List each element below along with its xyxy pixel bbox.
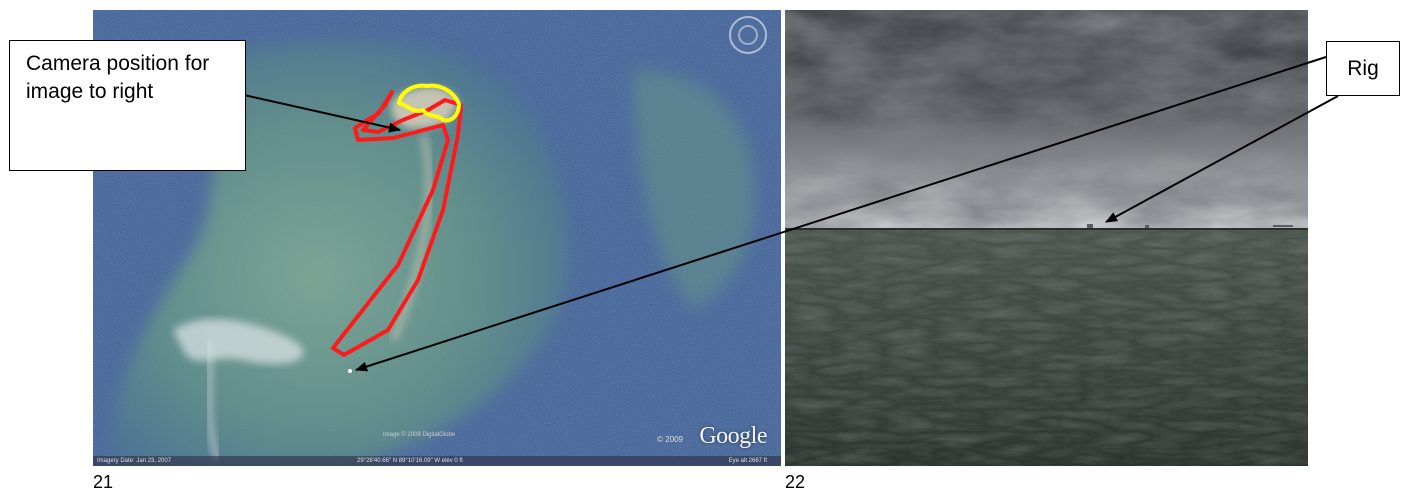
imagery-date: Imagery Date: Jan 23, 2007 xyxy=(97,458,172,464)
rig-callout: Rig xyxy=(1326,41,1400,96)
logo-year: © 2009 xyxy=(657,435,683,444)
camera-position-callout: Camera position for image to right xyxy=(9,40,246,171)
google-logo: Google xyxy=(699,423,767,449)
compass-icon[interactable] xyxy=(729,16,767,54)
figure-number-right: 22 xyxy=(785,472,806,492)
seascape-photo xyxy=(785,10,1308,466)
eye-altitude: Eye alt 2667 ft xyxy=(728,458,767,464)
figure-number-left: 21 xyxy=(93,472,114,492)
rig-point xyxy=(348,369,352,373)
rig-silhouette xyxy=(1087,224,1093,228)
coordinates-readout: 29°28'40.66" N 89°10'16.09" W elev 0 ft xyxy=(357,458,463,464)
seascape-image xyxy=(785,10,1308,466)
status-bar xyxy=(93,456,781,466)
imagery-credits: Image © 2009 DigitalGlobe xyxy=(383,432,456,438)
